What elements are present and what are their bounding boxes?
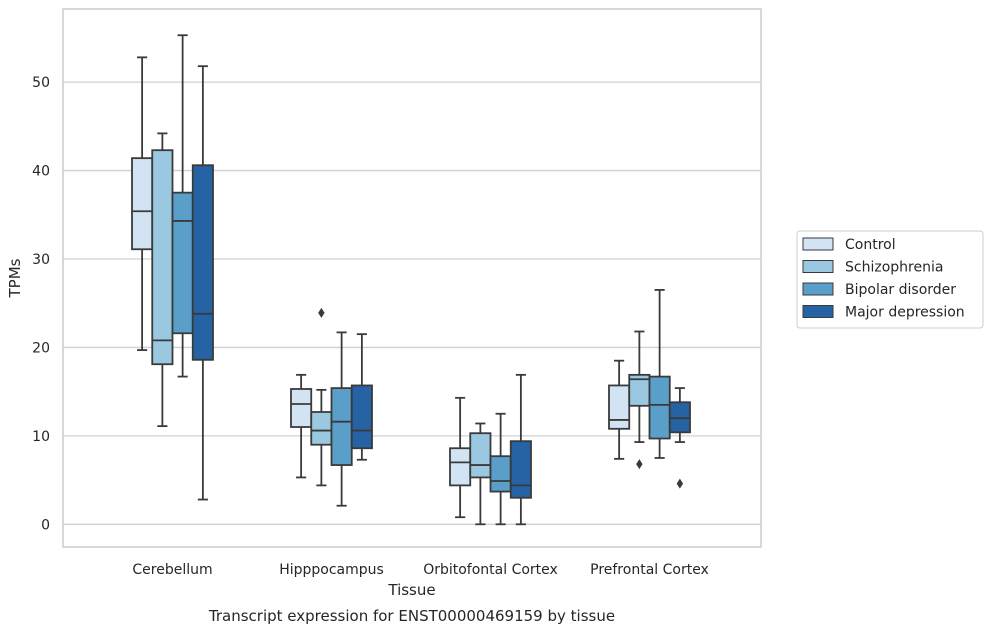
x-tick-label: Cerebellum	[132, 562, 212, 578]
box-0-3	[191, 65, 214, 501]
y-tick-label: 0	[41, 517, 50, 533]
y-tick-label: 10	[32, 429, 50, 445]
y-tick-label: 50	[32, 75, 50, 91]
x-tick-label: Hipppocampus	[279, 562, 384, 578]
outlier-marker	[318, 307, 325, 318]
box-iqr	[310, 411, 333, 446]
box-0-0	[131, 56, 154, 351]
x-axis-label: Tissue	[387, 581, 435, 599]
box-iqr	[330, 387, 353, 466]
legend-frame	[796, 230, 984, 329]
x-tick-label: Orbitofontal Cortex	[423, 562, 558, 578]
box-3-3	[668, 387, 691, 489]
legend-swatch	[802, 305, 834, 318]
legend-label: Control	[845, 237, 896, 253]
y-axis-label: TPMs	[6, 258, 24, 298]
box-iqr	[131, 157, 154, 251]
y-tick-label: 40	[32, 164, 50, 180]
box-iqr	[290, 388, 313, 428]
box-3-0	[608, 359, 631, 460]
box-1-1	[310, 307, 333, 487]
box-1-3	[350, 333, 373, 461]
outlier-marker	[676, 478, 684, 489]
x-tick-label: Prefrontal Cortex	[590, 562, 709, 578]
box-1-0	[290, 373, 313, 479]
legend-swatch	[802, 260, 834, 273]
x-tick-labels: Cerebellum Hipppocampus Orbitofontal Corte…	[132, 562, 708, 578]
box-2-3	[509, 373, 532, 526]
chart-caption: Transcript expression for ENST0000046915…	[208, 607, 615, 625]
box-iqr	[151, 149, 174, 366]
box-iqr	[171, 191, 194, 335]
legend-swatch	[802, 282, 834, 296]
box-iqr	[350, 384, 373, 450]
box-3-1	[628, 330, 651, 470]
box-iqr	[509, 440, 532, 499]
box-iqr	[608, 384, 631, 430]
box-groups	[131, 34, 691, 526]
y-tick-label: 30	[32, 252, 50, 268]
plot-frame	[62, 8, 762, 548]
outlier-marker	[636, 459, 643, 470]
box-iqr	[489, 455, 512, 493]
box-iqr	[648, 375, 671, 440]
y-tick-labels: 0 10 20 30 40 50	[32, 75, 50, 533]
legend-label: Schizophrenia	[845, 260, 943, 276]
box-iqr	[449, 447, 472, 487]
box-iqr	[191, 164, 214, 361]
box-0-2	[171, 34, 194, 378]
legend: Control Schizophrenia Bipolar disorder Majo…	[796, 230, 984, 329]
box-iqr	[469, 432, 492, 479]
box-2-2	[489, 412, 512, 526]
legend-label: Bipolar disorder	[845, 282, 956, 298]
legend-swatch	[802, 237, 834, 251]
legend-label: Major depression	[845, 305, 965, 321]
y-tick-label: 20	[32, 340, 50, 356]
